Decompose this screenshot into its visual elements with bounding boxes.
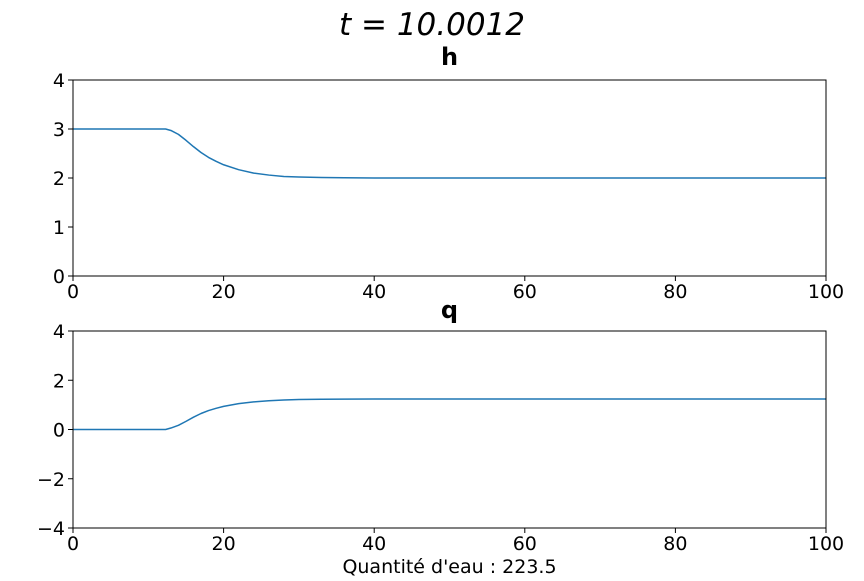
axes-q: q 0 20 40 60 80 100 −4 −2 0 2 4 [37, 296, 844, 555]
axes-q-xtick-label: 20 [212, 533, 236, 555]
axes-h-ytick-label: 2 [53, 168, 65, 190]
axes-h-xtick-label: 80 [663, 281, 687, 303]
axes-h: h 0 20 40 60 80 100 0 1 2 3 4 [53, 43, 844, 303]
axes-q-xtick-label: 100 [808, 533, 844, 555]
axes-title-h: h [441, 43, 458, 71]
axes-h-ytick-label: 3 [53, 119, 65, 141]
axes-q-ytick-label: −4 [37, 518, 65, 540]
axes-q-xtick-label: 80 [663, 533, 687, 555]
axes-h-xtick-label: 40 [362, 281, 386, 303]
water-quantity-label: Quantité d'eau : 223.5 [342, 556, 556, 576]
axes-q-ytick-label: 4 [53, 321, 65, 343]
axes-h-ytick-label: 4 [53, 70, 65, 92]
axes-q-ytick-label: 2 [53, 370, 65, 392]
axes-h-ytick-label: 0 [53, 266, 65, 288]
axes-q-ytick-label: 0 [53, 420, 65, 442]
axes-h-xtick-label: 0 [67, 281, 79, 303]
axes-q-xtick-label: 60 [513, 533, 537, 555]
figure-suptitle: t = 10.0012 [339, 7, 525, 43]
axes-q-ytick-label: −2 [37, 469, 65, 491]
axes-h-frame [72, 79, 827, 277]
axes-title-q: q [441, 296, 458, 324]
axes-q-xtick-label: 40 [362, 533, 386, 555]
axes-q-frame [72, 330, 827, 529]
axes-h-ytick-label: 1 [53, 217, 65, 239]
axes-h-xtick-label: 100 [808, 281, 844, 303]
axes-q-xtick-label: 0 [67, 533, 79, 555]
axes-h-xtick-label: 20 [212, 281, 236, 303]
axes-h-xtick-label: 60 [513, 281, 537, 303]
axes-h-ticks: 0 20 40 60 80 100 0 1 2 3 4 [53, 70, 844, 303]
series-line-h [73, 128, 826, 179]
series-line-q [73, 398, 826, 431]
axes-q-ticks: 0 20 40 60 80 100 −4 −2 0 2 4 [37, 321, 844, 555]
